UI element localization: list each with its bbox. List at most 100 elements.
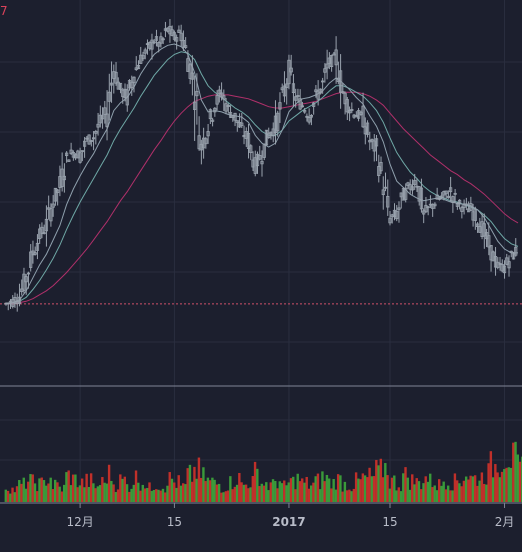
volume-bar [431, 487, 434, 502]
candle-body [309, 114, 314, 118]
volume-bar [482, 483, 486, 502]
candle-body [228, 112, 233, 118]
volume-bar [451, 490, 454, 502]
volume-bar [164, 492, 167, 502]
volume-bar [498, 477, 502, 502]
candle-body [260, 160, 264, 165]
volume-bar [476, 485, 479, 502]
candle-body [343, 92, 347, 105]
volume-bar [213, 479, 216, 502]
volume-bar [283, 480, 286, 502]
volume-bar [336, 474, 340, 502]
candle-body [496, 261, 500, 268]
candle-body [347, 110, 352, 114]
volume-bar [361, 473, 365, 502]
candle-body [204, 138, 208, 145]
candle-body [33, 252, 37, 255]
candle-body [440, 195, 444, 199]
volume-bar [359, 479, 362, 502]
x-tick-label: 2月 [495, 515, 515, 529]
volume-bar [509, 467, 513, 502]
volume-bar [339, 475, 342, 502]
volume-bar [455, 480, 459, 502]
ma-mid-line [5, 51, 519, 305]
volume-bar [202, 467, 205, 502]
volume-bar [206, 477, 210, 502]
candle-body [303, 110, 307, 113]
candle-body [51, 203, 55, 208]
volume-bar [168, 472, 171, 502]
volume-bar [395, 490, 398, 502]
candle-body [307, 117, 311, 123]
volume-bar [330, 488, 333, 502]
candle-body [338, 70, 343, 93]
volume-bar [18, 480, 21, 502]
candle-body [143, 49, 147, 54]
volume-bar [45, 485, 48, 502]
x-tick-label: 2017 [272, 515, 305, 529]
candle-body [276, 112, 280, 132]
volume-bar [503, 469, 506, 502]
candle-body [383, 186, 388, 189]
candle-body [195, 90, 199, 97]
volume-bar [134, 470, 138, 502]
volume-bar [170, 478, 174, 502]
volume-bar [507, 467, 511, 502]
volume-bar [224, 491, 228, 502]
candle-body [298, 98, 302, 110]
candle-body [56, 189, 60, 194]
candle-body [502, 265, 507, 274]
volume-bar [462, 480, 466, 502]
candle-body [53, 187, 58, 202]
volume-bar [413, 484, 416, 502]
volume-bar [141, 484, 144, 502]
candle-body [255, 153, 260, 167]
volume-bar [110, 480, 113, 502]
candle-body [507, 261, 511, 269]
volume-bar [341, 491, 344, 502]
candle-body [291, 83, 296, 94]
candle-body [305, 115, 309, 118]
candle-body [13, 297, 17, 305]
candle-body [350, 109, 354, 111]
volume-bar [487, 463, 490, 502]
candle-body [285, 83, 289, 88]
candle-body [374, 138, 379, 147]
volume-bar [397, 487, 400, 502]
volume-bar [80, 478, 84, 502]
volume-bar [464, 476, 468, 502]
candle-body [141, 54, 145, 60]
volume-bar [316, 473, 320, 502]
candle-body [240, 122, 244, 126]
candle-body [511, 252, 516, 260]
volume-bar [161, 488, 165, 502]
volume-bar [496, 472, 499, 502]
volume-bar [211, 477, 214, 502]
volume-bar [62, 484, 66, 502]
volume-bar [103, 482, 106, 502]
volume-bar [494, 464, 497, 502]
volume-bar [422, 483, 425, 502]
volume-bar [314, 476, 317, 502]
candle-body [325, 63, 329, 69]
volume-bar [85, 473, 88, 502]
volume-bar [67, 470, 70, 502]
candle-body [136, 64, 141, 70]
volume-bar [453, 473, 457, 502]
candle-body [296, 95, 300, 98]
volume-bar [78, 485, 82, 502]
candle-body [282, 85, 287, 97]
volume-bar [307, 488, 311, 502]
volume-bar [69, 485, 73, 502]
price-label: 7 [0, 4, 8, 18]
candle-body [161, 38, 165, 41]
candle-body [87, 134, 91, 145]
volume-bar [514, 441, 517, 502]
volume-bar [379, 458, 383, 502]
volume-bar [175, 487, 178, 502]
volume-bar [408, 489, 412, 502]
volume-bar [83, 487, 86, 502]
candle-body [217, 89, 221, 95]
